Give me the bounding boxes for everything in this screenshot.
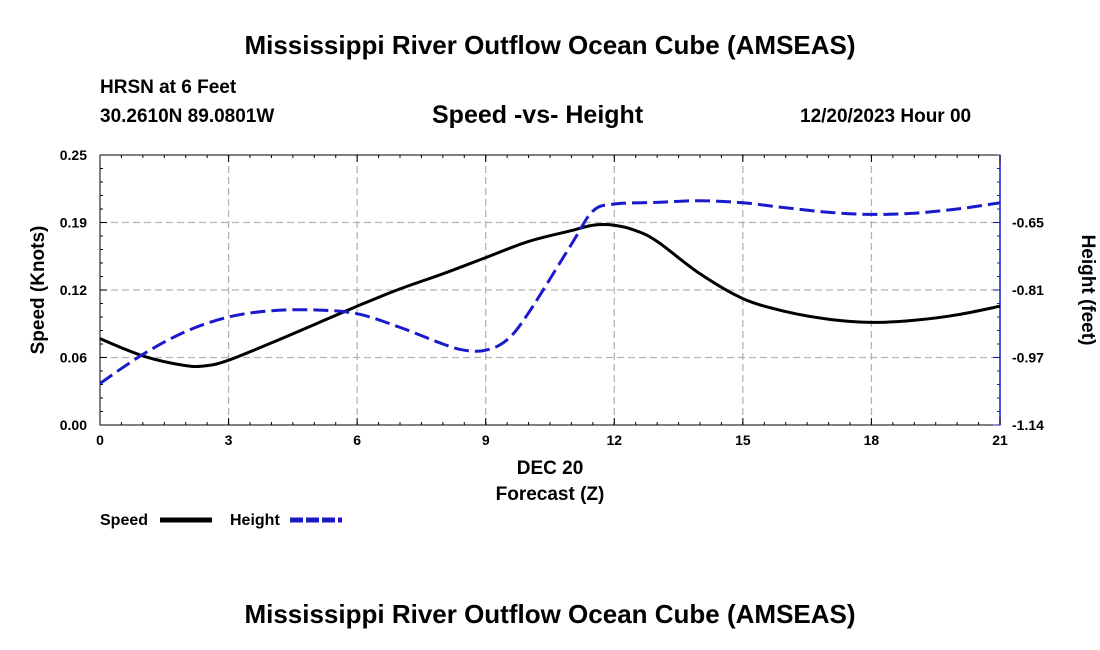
y-right-tick-label--0.81: -0.81 <box>1012 282 1044 298</box>
y-left-tick-label-0.25: 0.25 <box>60 147 87 163</box>
y-left-tick-label-0.19: 0.19 <box>60 215 87 231</box>
x-tick-label-12: 12 <box>606 432 622 448</box>
y-left-tick-label-0.06: 0.06 <box>60 350 87 366</box>
footer-chart-title: Mississippi River Outflow Ocean Cube (AM… <box>244 599 856 629</box>
tick-labels: 0 3 6 9 12 15 18 21 0.00 0.06 0.12 0.19 0.25 -1.14 -0.… <box>60 147 1044 448</box>
series-line-speed <box>99 223 1001 369</box>
x-tick-label-15: 15 <box>735 432 751 448</box>
coordinates-label: 30.2610N 89.0801W <box>100 106 275 127</box>
chart-subtitle: Speed -vs- Height <box>432 101 644 129</box>
x-tick-label-6: 6 <box>353 432 361 448</box>
x-tick-label-21: 21 <box>992 432 1008 448</box>
legend: Speed Height <box>100 512 342 529</box>
y-axis-right-label: Height (feet) <box>1077 235 1098 346</box>
legend-label-speed: Speed <box>100 512 148 529</box>
chart-title: Mississippi River Outflow Ocean Cube (AM… <box>244 30 856 60</box>
series-line-height <box>99 199 1001 385</box>
legend-label-height: Height <box>230 512 280 529</box>
station-label: HRSN at 6 Feet <box>100 77 237 98</box>
series-layer <box>99 199 1001 385</box>
y-left-tick-label-0.12: 0.12 <box>60 282 87 298</box>
x-axis-label: Forecast (Z) <box>496 484 605 505</box>
x-tick-label-18: 18 <box>864 432 880 448</box>
y-right-tick-label--0.65: -0.65 <box>1012 215 1044 231</box>
y-right-tick-label--1.14: -1.14 <box>1012 417 1044 433</box>
x-tick-label-0: 0 <box>96 432 104 448</box>
x-tick-label-9: 9 <box>482 432 490 448</box>
forecast-datetime: 12/20/2023 Hour 00 <box>800 106 972 127</box>
y-axis-left-label: Speed (Knots) <box>28 226 49 355</box>
y-left-tick-label-0.00: 0.00 <box>60 417 87 433</box>
x-axis-date-label: DEC 20 <box>517 458 584 479</box>
x-tick-label-3: 3 <box>225 432 233 448</box>
y-right-tick-label--0.97: -0.97 <box>1012 350 1044 366</box>
grid-lines <box>100 155 1000 425</box>
axis-ticks <box>99 154 1001 426</box>
